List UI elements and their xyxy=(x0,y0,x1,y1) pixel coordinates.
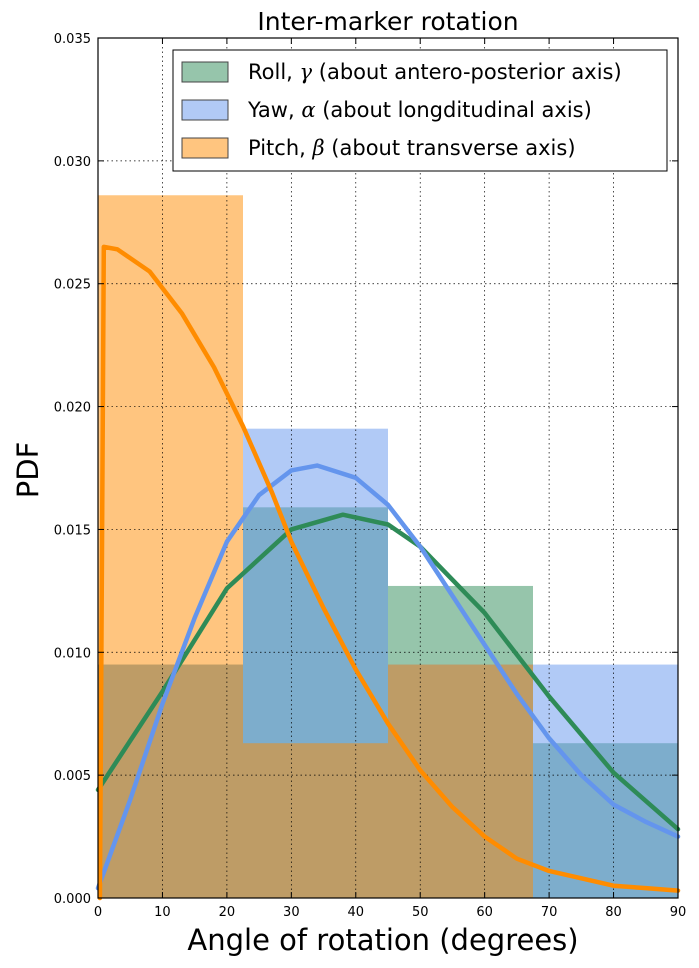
hist-bar-s2-b2 xyxy=(388,664,533,898)
x-tick-label-4: 40 xyxy=(348,905,365,920)
x-tick-label-5: 50 xyxy=(412,905,429,920)
y-tick-label-5: 0.025 xyxy=(54,278,91,293)
legend-swatch-2 xyxy=(181,137,229,159)
y-tick-label-0: 0.000 xyxy=(54,892,91,907)
legend-swatch-1 xyxy=(181,99,229,121)
y-tick-labels: 0.000 0.005 0.010 0.015 0.020 0.025 0.030 0.035 xyxy=(54,32,91,907)
x-tick-label-2: 20 xyxy=(219,905,236,920)
density-curve-2 xyxy=(97,244,681,901)
hist-bar-s2-b1 xyxy=(243,743,388,898)
axis-ticks xyxy=(97,37,679,899)
y-tick-label-1: 0.005 xyxy=(54,769,91,784)
x-tick-label-8: 80 xyxy=(605,905,622,920)
x-tick-label-0: 0 xyxy=(94,905,102,920)
x-tick-label-7: 70 xyxy=(541,905,558,920)
density-curves xyxy=(95,244,681,901)
density-curve-0 xyxy=(95,512,681,832)
y-tick-label-2: 0.010 xyxy=(54,646,91,661)
histogram-bars xyxy=(98,195,678,898)
density-curve-1 xyxy=(95,463,681,891)
x-tick-labels: 0 10 20 30 40 50 60 70 80 90 xyxy=(94,905,686,920)
legend-swatch-0 xyxy=(181,61,229,83)
legend-frame xyxy=(172,49,668,172)
grid-lines xyxy=(98,38,678,898)
chart-title: Inter-marker rotation xyxy=(257,7,518,36)
legend-label-1: Yaw, α (about longditudinal axis) xyxy=(247,98,592,122)
legend-label-0: Roll, γ (about antero-posterior axis) xyxy=(248,60,622,84)
y-tick-label-6: 0.030 xyxy=(54,155,91,170)
x-tick-label-1: 10 xyxy=(154,905,171,920)
y-tick-label-3: 0.015 xyxy=(54,523,91,538)
hist-bar-s2-b0 xyxy=(98,195,243,898)
legend-label-2: Pitch, β (about transverse axis) xyxy=(248,136,576,160)
x-tick-label-6: 60 xyxy=(476,905,493,920)
x-axis-title: Angle of rotation (degrees) xyxy=(187,923,578,957)
hist-bar-s1-b3 xyxy=(533,664,678,898)
x-tick-label-9: 90 xyxy=(670,905,687,920)
y-tick-label-7: 0.035 xyxy=(54,32,91,47)
x-tick-label-3: 30 xyxy=(283,905,300,920)
plot-frame xyxy=(97,37,679,899)
y-axis-title: PDF xyxy=(11,442,45,499)
y-tick-label-4: 0.020 xyxy=(54,401,91,416)
legend: Roll, γ (about antero-posterior axis) Yaw… xyxy=(172,49,668,172)
